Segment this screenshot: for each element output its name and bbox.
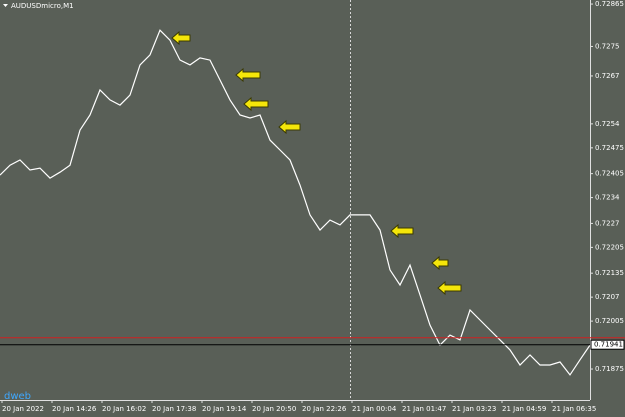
- arrow: [171, 30, 191, 46]
- y-tick-label: 0.71875: [595, 365, 624, 373]
- x-tick-label: 21 Jan 04:59: [502, 405, 546, 413]
- x-tick-label: 20 Jan 16:02: [102, 405, 146, 413]
- arrow: [437, 280, 462, 296]
- y-tick-label: 0.72475: [595, 144, 624, 152]
- y-tick-label: 0.7234: [595, 194, 620, 202]
- y-tick-label: 0.7267: [595, 72, 620, 80]
- y-tick-label: 0.7254: [595, 120, 620, 128]
- x-tick-label: 20 Jan 14:26: [52, 405, 97, 413]
- price-line: [0, 29, 591, 376]
- x-tick-label: 20 Jan 17:38: [152, 405, 196, 413]
- menu-triangle[interactable]: [3, 4, 8, 7]
- y-tick-label: 0.72135: [595, 269, 624, 277]
- arrow: [390, 223, 414, 239]
- x-tick-label: 21 Jan 01:47: [402, 405, 446, 413]
- x-tick-label: 20 Jan 22:26: [302, 405, 347, 413]
- arrow: [235, 67, 261, 83]
- y-tick-label: 0.7227: [595, 219, 620, 227]
- x-tick-label: 20 Jan 20:50: [252, 405, 296, 413]
- price-label: 0.71941: [594, 341, 623, 349]
- arrow: [243, 96, 269, 112]
- x-tick-label: 21 Jan 03:23: [452, 405, 496, 413]
- watermark: dweb: [4, 391, 31, 402]
- y-tick-label: 0.72405: [595, 170, 624, 178]
- chart-title: AUDUSDmicro,M1: [11, 2, 74, 10]
- annotation-arrows: [171, 30, 462, 296]
- x-tick-label: 21 Jan 06:35: [552, 405, 596, 413]
- arrow: [278, 119, 301, 135]
- y-tick-label: 0.72005: [595, 317, 624, 325]
- x-tick-label: 20 Jan 2022: [2, 405, 44, 413]
- y-tick-label: 0.72865: [595, 0, 624, 8]
- y-tick-label: 0.7207: [595, 293, 620, 301]
- price-label-box: [590, 339, 625, 350]
- y-tick-label: 0.7275: [595, 42, 620, 50]
- y-tick-label: 0.72205: [595, 243, 624, 251]
- x-tick-label: 20 Jan 19:14: [202, 405, 247, 413]
- arrow: [431, 255, 449, 271]
- x-tick-label: 21 Jan 00:04: [352, 405, 397, 413]
